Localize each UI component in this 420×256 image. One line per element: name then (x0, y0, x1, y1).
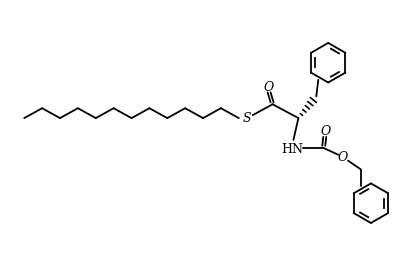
Text: S: S (242, 112, 251, 125)
Text: O: O (338, 151, 348, 164)
Text: O: O (263, 81, 274, 94)
Text: HN: HN (281, 143, 304, 156)
Text: O: O (320, 125, 331, 138)
